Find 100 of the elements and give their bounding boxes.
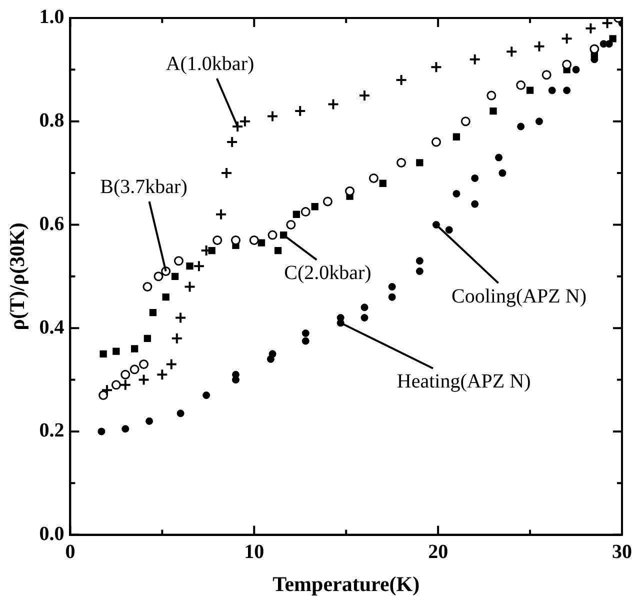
point (486, 90, 496, 100)
point (526, 86, 534, 94)
point (100, 350, 107, 358)
point (416, 159, 424, 166)
point (268, 230, 278, 240)
point (202, 392, 210, 400)
point (336, 314, 344, 322)
point (430, 61, 442, 74)
point (300, 207, 310, 217)
point (396, 158, 406, 168)
point (360, 304, 368, 312)
point (395, 74, 408, 86)
point (601, 18, 614, 30)
point (274, 246, 282, 254)
point (220, 167, 233, 180)
y-tick-label: 0.6 (39, 212, 64, 235)
point (122, 425, 130, 433)
point (119, 378, 132, 391)
point (471, 174, 479, 182)
point (184, 280, 196, 293)
point (258, 239, 266, 246)
point (112, 348, 120, 355)
point (416, 267, 424, 275)
point (286, 220, 296, 230)
x-tick-label: 10 (244, 540, 264, 563)
point (311, 203, 318, 210)
point (498, 169, 506, 177)
point (471, 200, 479, 208)
text: A(1.0kbar) (166, 52, 254, 75)
point (388, 282, 396, 290)
point (170, 332, 183, 344)
point (535, 118, 543, 126)
point (368, 173, 378, 183)
point (232, 370, 240, 378)
point (292, 210, 300, 218)
point (98, 390, 108, 400)
point (360, 314, 368, 322)
legend-label: C(2.0kbar) (284, 262, 372, 284)
point (490, 107, 497, 115)
point (452, 190, 460, 198)
point (232, 120, 244, 133)
point (560, 32, 573, 45)
x-tick-label: 30 (612, 540, 632, 563)
point (452, 133, 460, 140)
point (174, 312, 187, 324)
point (460, 116, 470, 126)
point (139, 360, 149, 370)
point (268, 350, 276, 358)
point (506, 46, 518, 58)
y-tick-label: 0.8 (39, 110, 64, 132)
point (111, 380, 121, 390)
x-axis-title: Temperature(K) (272, 572, 420, 596)
point (238, 115, 251, 128)
point (138, 374, 150, 386)
legend-label: Heating(APZ N) (396, 370, 531, 393)
point (388, 293, 396, 301)
point (542, 70, 552, 80)
point (468, 53, 481, 66)
point (584, 22, 597, 34)
point (215, 208, 228, 220)
point (590, 44, 600, 54)
point (230, 235, 240, 245)
point (495, 154, 503, 162)
point (156, 368, 168, 381)
point (563, 86, 571, 94)
series-label: Cooling(APZ N) (451, 285, 586, 308)
point (142, 282, 152, 292)
point (294, 105, 306, 118)
point (302, 337, 310, 345)
point (358, 90, 370, 102)
x-tick-label: 20 (428, 540, 448, 563)
point (517, 122, 525, 130)
point (562, 60, 572, 70)
point (154, 272, 164, 282)
point (162, 293, 170, 301)
point (165, 358, 178, 370)
y-axis-title: ρ(T)/ρ(30K) (5, 222, 30, 330)
point (149, 309, 157, 316)
point (98, 428, 106, 436)
point (548, 86, 556, 94)
point (327, 98, 340, 110)
point (266, 110, 279, 122)
point (445, 226, 453, 234)
y-tick-label: 0.2 (39, 420, 64, 442)
point (302, 330, 310, 337)
point (609, 35, 616, 42)
y-tick-label: 0.4 (39, 316, 64, 338)
y-tick-label: 0.0 (39, 522, 64, 545)
point (345, 186, 355, 196)
point (176, 410, 184, 418)
point (600, 40, 608, 48)
x-tick-label: 0 (65, 540, 76, 563)
point (146, 417, 154, 425)
point (144, 334, 152, 342)
point (516, 80, 526, 90)
point (416, 257, 424, 265)
point (171, 272, 179, 280)
point (533, 40, 546, 52)
point (572, 66, 580, 74)
point (249, 235, 259, 245)
